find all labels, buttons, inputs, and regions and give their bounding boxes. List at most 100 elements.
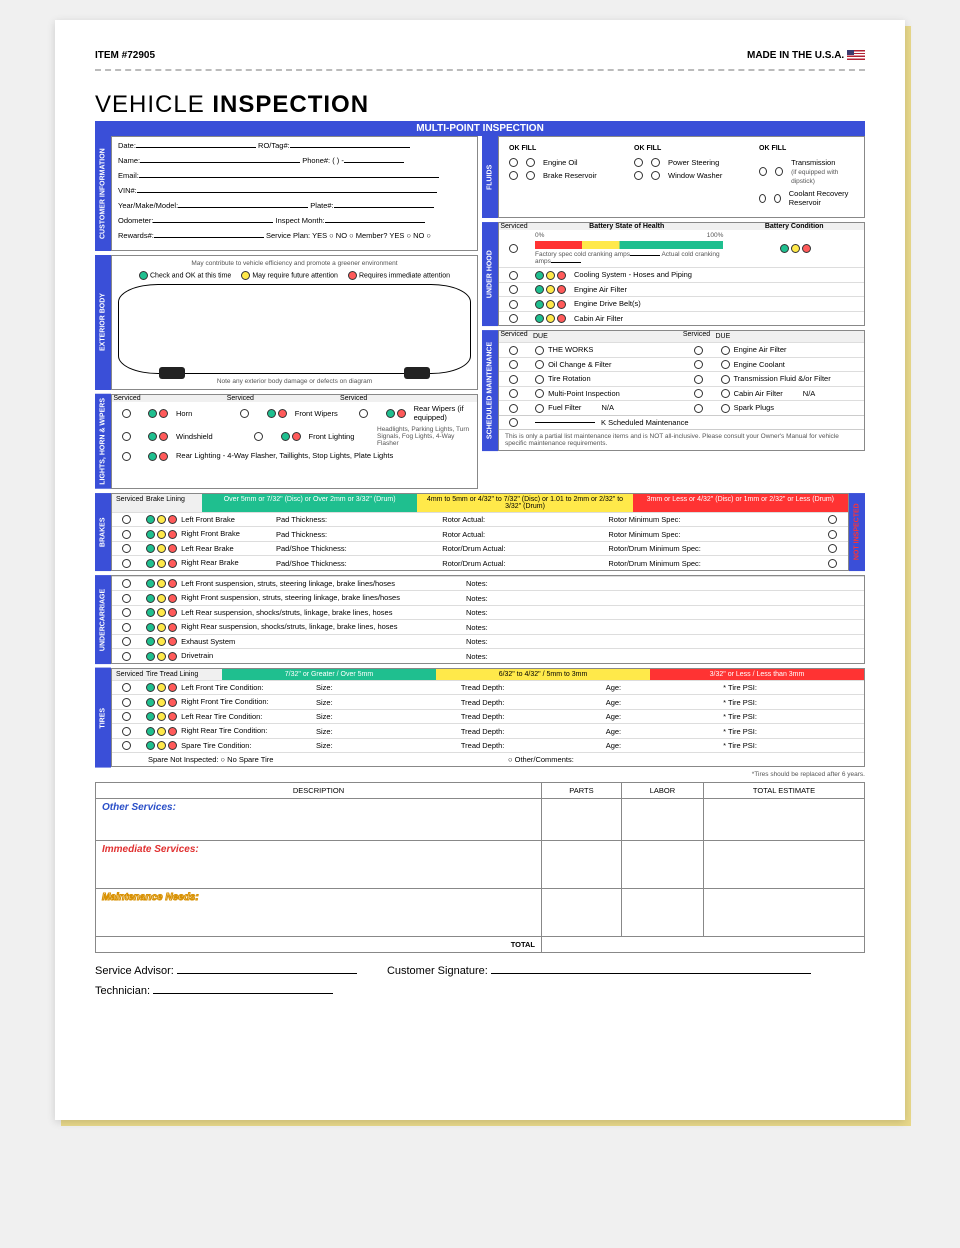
- other-comments[interactable]: ○ Other/Comments:: [504, 755, 864, 764]
- tread-depth-field[interactable]: Tread Depth:: [457, 741, 602, 750]
- serviced-checkbox[interactable]: [122, 712, 131, 721]
- due-checkbox[interactable]: [535, 346, 544, 355]
- serviced-checkbox[interactable]: [122, 409, 131, 418]
- rotor-min-field[interactable]: Rotor/Drum Minimum Spec:: [604, 544, 818, 553]
- rotor-min-field[interactable]: Rotor Minimum Spec:: [604, 515, 818, 524]
- due-checkbox[interactable]: [535, 375, 544, 384]
- inspect-month-field[interactable]: [325, 222, 425, 223]
- rotor-actual-field[interactable]: Rotor/Drum Actual:: [438, 559, 604, 568]
- other-total-cell[interactable]: [704, 799, 865, 841]
- due-checkbox[interactable]: [535, 360, 544, 369]
- tire-age-field[interactable]: Age:: [602, 698, 719, 707]
- serviced-checkbox[interactable]: [122, 544, 131, 553]
- serviced-checkbox[interactable]: [122, 683, 131, 692]
- serviced-checkbox[interactable]: [509, 404, 518, 413]
- tire-age-field[interactable]: Age:: [602, 727, 719, 736]
- pad-thickness-field[interactable]: Pad Thickness:: [272, 515, 438, 524]
- actual-cca-field[interactable]: [551, 262, 581, 263]
- tire-age-field[interactable]: Age:: [602, 712, 719, 721]
- serviced-checkbox[interactable]: [509, 271, 518, 280]
- serviced-checkbox[interactable]: [509, 360, 518, 369]
- serviced-checkbox[interactable]: [122, 594, 131, 603]
- ok-checkbox[interactable]: [509, 158, 518, 167]
- due-checkbox[interactable]: [535, 389, 544, 398]
- advisor-signature-field[interactable]: [177, 973, 357, 974]
- pad-thickness-field[interactable]: Pad Thickness:: [272, 530, 438, 539]
- battery-green[interactable]: [780, 244, 789, 253]
- tire-psi-field[interactable]: * Tire PSI:: [719, 712, 864, 721]
- tire-size-field[interactable]: Size:: [312, 698, 457, 707]
- tire-psi-field[interactable]: * Tire PSI:: [719, 683, 864, 692]
- tread-depth-field[interactable]: Tread Depth:: [457, 727, 602, 736]
- plate-field[interactable]: [334, 207, 434, 208]
- serviced-checkbox[interactable]: [122, 515, 131, 524]
- tire-psi-field[interactable]: * Tire PSI:: [719, 698, 864, 707]
- tread-depth-field[interactable]: Tread Depth:: [457, 683, 602, 692]
- k-maint-field[interactable]: [535, 422, 595, 423]
- maint-labor-cell[interactable]: [621, 889, 703, 937]
- battery-yellow[interactable]: [791, 244, 800, 253]
- serviced-checkbox[interactable]: [509, 346, 518, 355]
- notes-field[interactable]: Notes:: [462, 637, 864, 646]
- rotor-actual-field[interactable]: Rotor Actual:: [438, 515, 604, 524]
- technician-field[interactable]: [153, 993, 333, 994]
- serviced-checkbox[interactable]: [122, 652, 131, 661]
- tire-psi-field[interactable]: * Tire PSI:: [719, 727, 864, 736]
- tire-age-field[interactable]: Age:: [602, 683, 719, 692]
- tread-depth-field[interactable]: Tread Depth:: [457, 698, 602, 707]
- serviced-checkbox[interactable]: [509, 300, 518, 309]
- tire-size-field[interactable]: Size:: [312, 741, 457, 750]
- serviced-checkbox[interactable]: [122, 637, 131, 646]
- serviced-checkbox[interactable]: [122, 608, 131, 617]
- maint-parts-cell[interactable]: [542, 889, 622, 937]
- immediate-labor-cell[interactable]: [621, 841, 703, 889]
- other-labor-cell[interactable]: [621, 799, 703, 841]
- tire-psi-field[interactable]: * Tire PSI:: [719, 741, 864, 750]
- rotor-actual-field[interactable]: Rotor Actual:: [438, 530, 604, 539]
- pad-thickness-field[interactable]: Pad/Shoe Thickness:: [272, 559, 438, 568]
- rotor-actual-field[interactable]: Rotor/Drum Actual:: [438, 544, 604, 553]
- odometer-field[interactable]: [153, 222, 273, 223]
- serviced-checkbox[interactable]: [509, 389, 518, 398]
- tire-size-field[interactable]: Size:: [312, 683, 457, 692]
- serviced-checkbox[interactable]: [509, 285, 518, 294]
- tread-depth-field[interactable]: Tread Depth:: [457, 712, 602, 721]
- serviced-checkbox[interactable]: [122, 559, 131, 568]
- immediate-parts-cell[interactable]: [542, 841, 622, 889]
- tire-size-field[interactable]: Size:: [312, 727, 457, 736]
- serviced-checkbox[interactable]: [122, 530, 131, 539]
- maint-total-cell[interactable]: [704, 889, 865, 937]
- ymm-field[interactable]: [178, 207, 308, 208]
- serviced-checkbox[interactable]: [122, 741, 131, 750]
- vin-field[interactable]: [137, 192, 437, 193]
- notes-field[interactable]: Notes:: [462, 579, 864, 588]
- tire-age-field[interactable]: Age:: [602, 741, 719, 750]
- not-inspected-checkbox[interactable]: [828, 515, 837, 524]
- battery-red[interactable]: [802, 244, 811, 253]
- name-field[interactable]: [140, 162, 300, 163]
- serviced-checkbox[interactable]: [509, 375, 518, 384]
- spare-not-inspected[interactable]: Spare Not Inspected: ○ No Spare Tire: [112, 755, 504, 764]
- date-field[interactable]: [136, 147, 256, 148]
- tire-size-field[interactable]: Size:: [312, 712, 457, 721]
- factory-cca-field[interactable]: [630, 255, 660, 256]
- grand-total-cell[interactable]: [542, 937, 865, 953]
- notes-field[interactable]: Notes:: [462, 652, 864, 661]
- fill-checkbox[interactable]: [526, 158, 535, 167]
- rewards-field[interactable]: [154, 237, 264, 238]
- rotor-min-field[interactable]: Rotor/Drum Minimum Spec:: [604, 559, 818, 568]
- email-field[interactable]: [139, 177, 439, 178]
- notes-field[interactable]: Notes:: [462, 608, 864, 617]
- rotor-min-field[interactable]: Rotor Minimum Spec:: [604, 530, 818, 539]
- immediate-total-cell[interactable]: [704, 841, 865, 889]
- serviced-checkbox[interactable]: [122, 579, 131, 588]
- service-plan-options[interactable]: Service Plan: YES ○ NO ○ Member? YES ○ N…: [266, 231, 431, 240]
- due-checkbox[interactable]: [535, 404, 544, 413]
- serviced-checkbox[interactable]: [122, 623, 131, 632]
- serviced-checkbox[interactable]: [122, 727, 131, 736]
- serviced-checkbox[interactable]: [509, 314, 518, 323]
- ro-field[interactable]: [290, 147, 410, 148]
- pad-thickness-field[interactable]: Pad/Shoe Thickness:: [272, 544, 438, 553]
- phone-field[interactable]: [344, 162, 404, 163]
- not-inspected-checkbox[interactable]: [828, 559, 837, 568]
